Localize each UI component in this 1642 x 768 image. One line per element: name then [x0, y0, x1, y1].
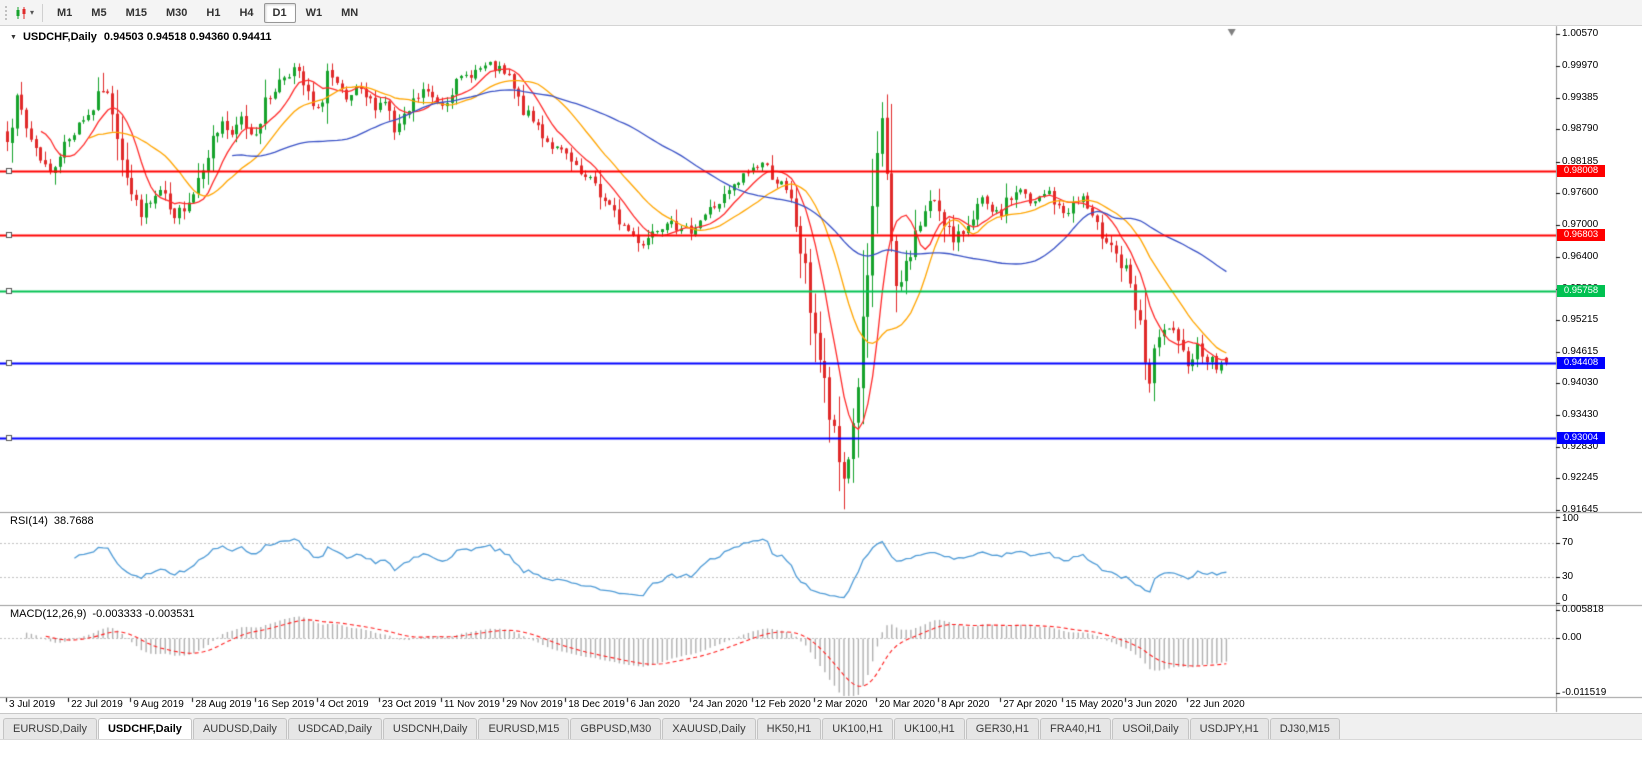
tab-xauusd-daily[interactable]: XAUUSD,Daily — [662, 718, 756, 739]
tab-uk100-h1[interactable]: UK100,H1 — [822, 718, 894, 739]
rsi-value: 38.7688 — [53, 515, 94, 527]
timeframe-button-m5[interactable]: M5 — [91, 6, 107, 19]
date-tick-label: 16 Sep 2019 — [257, 699, 315, 710]
price-tick-label: 0.99970 — [1562, 60, 1599, 72]
chart-tabbar: EURUSD,Daily USDCHF,Daily AUDUSD,Daily USDC… — [0, 713, 1642, 740]
timeframe-button-d1[interactable]: D1 — [263, 2, 296, 23]
tab-audusd-daily[interactable]: AUDUSD,Daily — [192, 718, 287, 739]
price-tick-label: 0.99385 — [1562, 91, 1599, 103]
timeframe-button-h1[interactable]: H1 — [206, 6, 221, 19]
price-tick-label: 0.98185 — [1562, 155, 1599, 167]
price-tick-label: 0.91645 — [1562, 504, 1599, 516]
macd-tick-label: 0.00 — [1562, 631, 1582, 643]
macd-tick-label: -0.011519 — [1562, 687, 1607, 699]
date-tick-label: 27 Apr 2020 — [1003, 699, 1058, 710]
price-tick-label: 0.92245 — [1562, 472, 1599, 484]
tab-usdcnh-daily[interactable]: USDCNH,Daily — [382, 718, 478, 739]
tab-usoil-daily[interactable]: USOil,Daily — [1112, 718, 1189, 739]
rsi-tick-label: 100 — [1562, 513, 1579, 524]
tab-uk100-h1[interactable]: UK100,H1 — [894, 718, 965, 739]
tab-gbpusd-m30[interactable]: GBPUSD,M30 — [570, 718, 662, 739]
main-chart-region[interactable] — [0, 27, 1556, 512]
price-level-badge: 0.95758 — [1557, 284, 1605, 297]
price-tick-label: 0.94030 — [1562, 377, 1599, 389]
date-tick-label: 2 Mar 2020 — [816, 699, 868, 710]
date-tick-label: 22 Jun 2020 — [1189, 699, 1245, 710]
tab-dj30-m15[interactable]: DJ30,M15 — [1269, 718, 1340, 739]
date-tick-label: 6 Jan 2020 — [630, 699, 680, 710]
timeframe-button-w1[interactable]: W1 — [305, 6, 323, 19]
tab-ger30-h1[interactable]: GER30,H1 — [965, 718, 1039, 739]
timeframe-button-m30[interactable]: M30 — [165, 6, 188, 19]
dropdown-caret-icon[interactable]: ▾ — [30, 8, 35, 17]
price-tick-label: 0.94615 — [1562, 345, 1599, 357]
date-tick-label: 3 Jun 2020 — [1127, 699, 1178, 710]
macd-values: -0.003333 -0.003531 — [92, 608, 195, 620]
date-tick-label: 24 Jan 2020 — [692, 699, 748, 710]
timeframe-button-m15[interactable]: M15 — [125, 6, 147, 19]
price-level-badge: 0.98008 — [1557, 165, 1605, 177]
toolbar-drag-handle[interactable] — [4, 4, 9, 21]
chart-title: ▼ USDCHF,Daily 0.94503 0.94518 0.94360 0… — [10, 31, 272, 43]
price-level-badge: 0.93004 — [1557, 431, 1605, 444]
date-tick-label: 3 Jul 2019 — [9, 699, 56, 710]
rsi-panel-region[interactable] — [0, 514, 1556, 604]
price-tick-label: 0.95215 — [1562, 313, 1599, 325]
date-tick-label: 15 May 2020 — [1065, 699, 1124, 710]
date-tick-label: 11 Nov 2019 — [443, 699, 500, 710]
tab-eurusd-m15[interactable]: EURUSD,M15 — [478, 718, 570, 739]
macd-tick-label: 0.005818 — [1562, 603, 1604, 615]
rsi-tick-label: 30 — [1562, 571, 1574, 583]
date-tick-label: 8 Apr 2020 — [941, 699, 990, 710]
timeframe-button-m1[interactable]: M1 — [57, 6, 73, 19]
rsi-name: RSI(14) — [10, 515, 48, 527]
date-tick-label: 4 Oct 2019 — [319, 699, 369, 710]
price-tick-label: 1.00570 — [1562, 28, 1599, 40]
tab-hk50-h1[interactable]: HK50,H1 — [756, 718, 822, 739]
candlestick-chart-glyph — [16, 6, 26, 19]
date-tick-label: 12 Feb 2020 — [754, 699, 811, 710]
price-tick-label: 0.97000 — [1562, 218, 1599, 230]
toolbar-separator — [42, 3, 44, 22]
macd-label: MACD(12,26,9) -0.003333 -0.003531 — [10, 608, 195, 620]
date-tick-label: 23 Oct 2019 — [381, 699, 437, 710]
tab-usdcad-daily[interactable]: USDCAD,Daily — [287, 718, 382, 739]
date-tick-label: 22 Jul 2019 — [71, 699, 123, 710]
tab-usdjpy-h1[interactable]: USDJPY,H1 — [1189, 718, 1269, 739]
timeframe-toolbar-buttons: M1 M5 M15 M30 H1 H4 D1 W1 MN — [48, 2, 367, 23]
price-level-badge: 0.96803 — [1557, 229, 1605, 242]
timeframe-button-mn[interactable]: MN — [341, 6, 359, 19]
price-tick-label: 0.93430 — [1562, 409, 1599, 420]
tab-usdchf-daily[interactable]: USDCHF,Daily — [97, 718, 192, 739]
rsi-tick-label: 0 — [1562, 593, 1568, 604]
price-tick-label: 0.92830 — [1562, 440, 1599, 452]
collapse-chart-icon[interactable]: ▼ — [10, 33, 17, 41]
macd-name: MACD(12,26,9) — [10, 608, 87, 620]
timeframe-button-h4[interactable]: H4 — [239, 6, 254, 19]
tab-fra40-h1[interactable]: FRA40,H1 — [1040, 718, 1112, 739]
chart-symbol-label: USDCHF,Daily — [22, 31, 97, 43]
tab-eurusd-daily[interactable]: EURUSD,Daily — [3, 718, 97, 739]
chart-ohlc-values: 0.94503 0.94518 0.94360 0.94411 — [103, 31, 272, 43]
date-tick-label: 9 Aug 2019 — [133, 699, 184, 710]
macd-panel-region[interactable] — [0, 607, 1556, 696]
rsi-label: RSI(14) 38.7688 — [10, 515, 94, 527]
date-tick-label: 28 Aug 2019 — [195, 699, 252, 710]
rsi-tick-label: 70 — [1562, 536, 1574, 548]
date-tick-label: 29 Nov 2019 — [506, 699, 563, 710]
candlestick-chart-icon[interactable] — [13, 5, 29, 21]
timeframe-toolbar: ▾ M1 M5 M15 M30 H1 H4 D1 W1 MN — [0, 0, 1642, 26]
date-tick-label: 18 Dec 2019 — [568, 699, 625, 710]
price-level-badge: 0.94408 — [1557, 356, 1605, 369]
price-tick-label: 0.97600 — [1562, 186, 1599, 198]
price-tick-label: 0.98790 — [1562, 123, 1599, 135]
price-tick-label: 0.96400 — [1562, 250, 1599, 262]
date-tick-label: 20 Mar 2020 — [878, 699, 936, 710]
